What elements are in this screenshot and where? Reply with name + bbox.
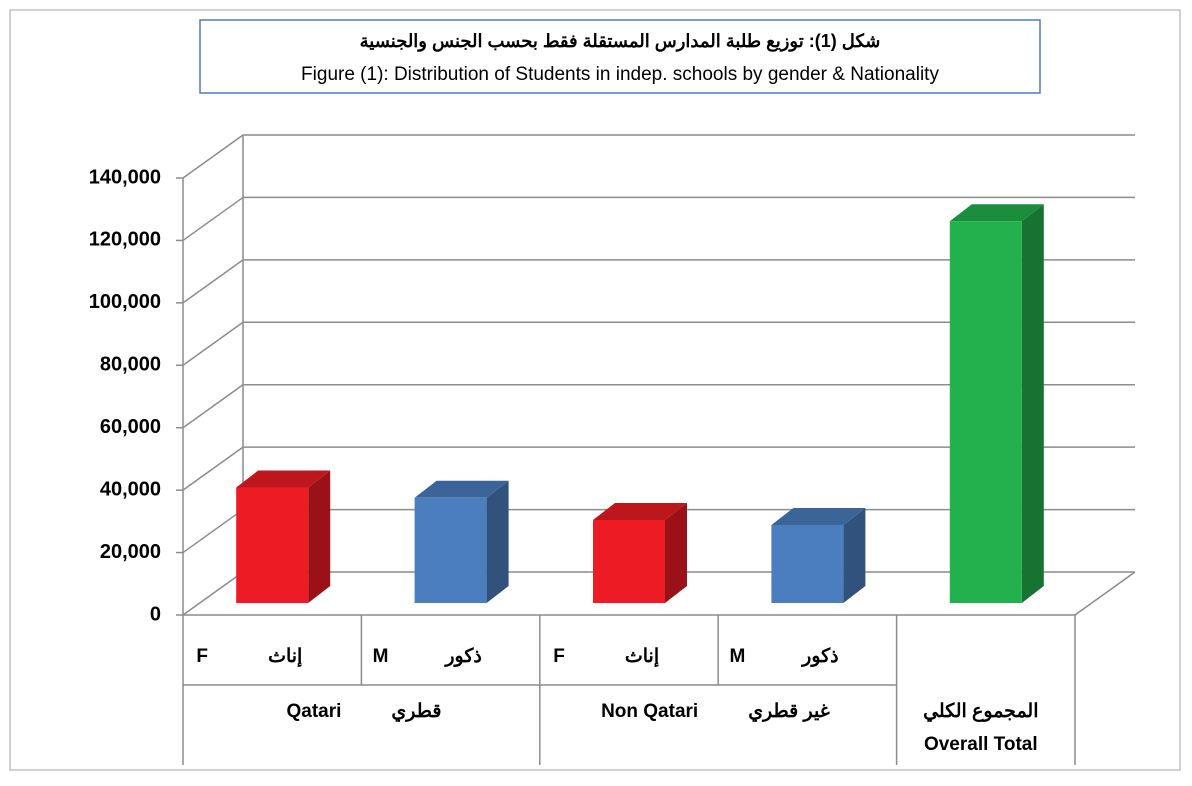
- x-tick-label: F: [196, 646, 208, 667]
- x-tick-label: إناث: [625, 646, 659, 668]
- bar: [771, 524, 844, 603]
- grid-line: [182, 508, 244, 554]
- bar-top: [771, 507, 866, 525]
- bar: [414, 497, 487, 603]
- group-label: غير قطري: [748, 701, 830, 723]
- x-tick-label: M: [729, 646, 745, 667]
- bar-side: [308, 470, 331, 603]
- x-tick-label: إناث: [268, 646, 302, 668]
- x-tick-label: ذكور: [443, 646, 482, 667]
- grid-line: [182, 446, 244, 491]
- y-tick-label: 60,000: [100, 416, 161, 438]
- y-tick-label: 120,000: [89, 229, 161, 251]
- bar-top: [593, 502, 687, 520]
- x-tick-label: F: [553, 646, 565, 667]
- y-tick-label: 40,000: [100, 478, 161, 500]
- grid-line: [182, 134, 244, 179]
- bar-side: [486, 480, 509, 603]
- grid-line: [182, 384, 244, 429]
- grid-line: [182, 259, 244, 304]
- grid-line: [182, 571, 244, 616]
- group-label: Non Qatari: [601, 701, 698, 722]
- y-tick-label: 80,000: [100, 354, 161, 376]
- group-label: قطري: [391, 701, 441, 723]
- group-label: Qatari: [286, 701, 341, 722]
- bar-side: [1021, 204, 1044, 604]
- y-tick-label: 20,000: [100, 541, 161, 563]
- x-tick-label: Overall Total: [924, 734, 1038, 755]
- bar-top: [414, 480, 509, 498]
- floor-side: [1074, 571, 1136, 616]
- bar-side: [665, 502, 687, 603]
- grid-line: [182, 321, 244, 366]
- chart-subtitle: Figure (1): Distribution of Students in …: [301, 64, 939, 85]
- bar: [593, 519, 665, 603]
- bar-top: [949, 204, 1044, 222]
- x-tick-label: M: [373, 646, 389, 667]
- x-tick-label: ذكور: [800, 646, 839, 667]
- bar-side: [843, 507, 866, 603]
- grid-line: [182, 196, 244, 242]
- y-tick-label: 0: [150, 603, 161, 625]
- chart-title: شكل (1): توزيع طلبة المدارس المستقلة فقط…: [360, 31, 881, 52]
- y-tick-label: 140,000: [89, 166, 161, 188]
- bar: [236, 487, 309, 603]
- bar: [949, 221, 1022, 604]
- y-tick-label: 100,000: [89, 291, 161, 313]
- title-box: [199, 19, 1041, 94]
- bar-top: [236, 470, 331, 488]
- x-tick-label: المجموع الكلي: [923, 701, 1038, 723]
